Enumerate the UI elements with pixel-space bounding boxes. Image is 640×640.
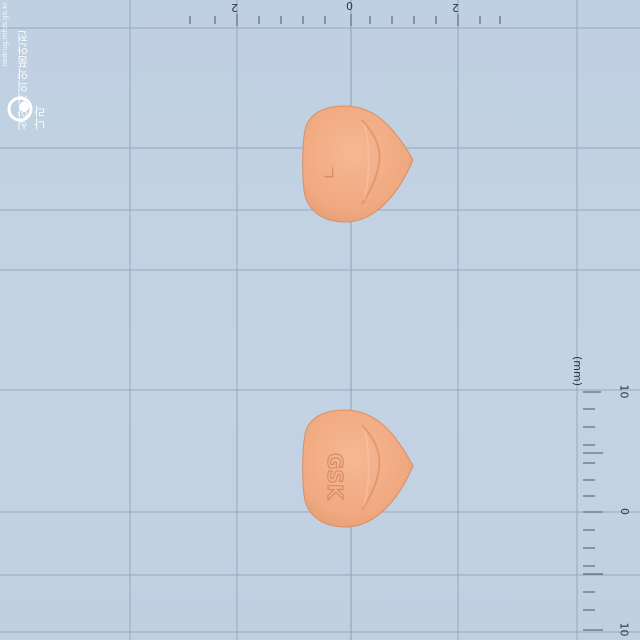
tablet-back-imprint: GSK: [323, 453, 347, 501]
top-ruler: [189, 14, 501, 26]
mfds-logo-icon: [7, 96, 33, 122]
watermark: nedrug.mfds.go.kr 식약처의약품안전나라: [0, 0, 47, 130]
tablet-front-imprint: ㄱ: [317, 164, 338, 181]
